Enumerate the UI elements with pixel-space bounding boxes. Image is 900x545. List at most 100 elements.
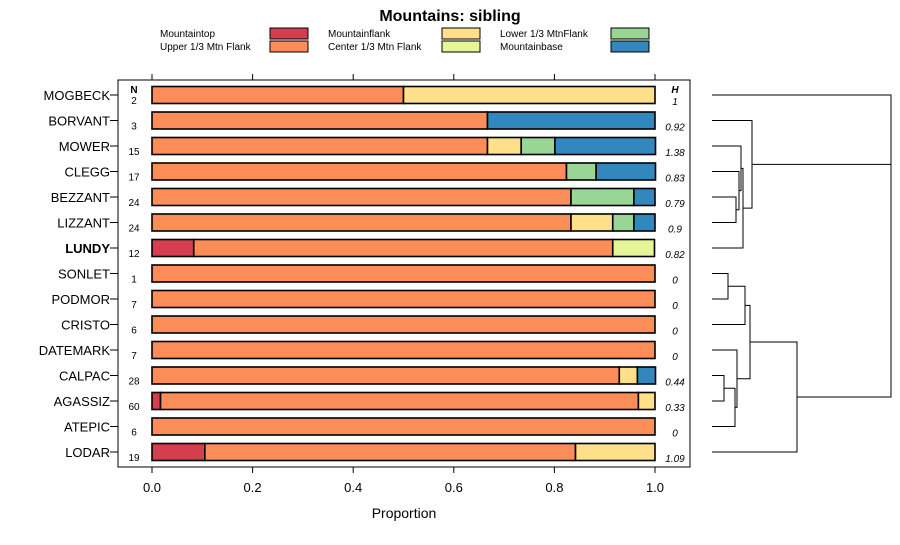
bar-segment xyxy=(402,85,656,105)
n-value: 17 xyxy=(128,173,140,184)
row-label: MOWER xyxy=(59,139,110,154)
h-value: 0 xyxy=(672,301,678,312)
h-value: 1.09 xyxy=(665,454,685,465)
h-value: 0 xyxy=(672,352,678,363)
n-value: 60 xyxy=(128,402,140,413)
row-label: LUNDY xyxy=(65,241,110,256)
dendrogram-link xyxy=(712,341,798,453)
bar-segment xyxy=(618,366,639,385)
bar-segment xyxy=(192,238,614,258)
row-label: BORVANT xyxy=(48,114,110,129)
dendrogram-link xyxy=(712,273,729,300)
bar-segment xyxy=(151,289,656,309)
h-value: 1 xyxy=(672,97,678,108)
x-axis-label: Proportion xyxy=(372,505,437,521)
legend: Mountaintop Upper 1/3 Mtn Flank Mountainfl… xyxy=(160,27,650,53)
legend-label: Mountainflank xyxy=(328,29,391,40)
n-value: 7 xyxy=(131,300,137,311)
legend-label: Mountainbase xyxy=(500,42,563,53)
h-value: 0.9 xyxy=(668,225,682,236)
bar-segment xyxy=(151,238,195,258)
bar-segment xyxy=(151,213,572,232)
bar-segment xyxy=(636,366,657,385)
x-tick-label: 1.0 xyxy=(646,480,664,495)
bar-segment xyxy=(520,136,556,156)
bar-segment xyxy=(637,391,656,411)
dendrogram-link xyxy=(712,171,740,211)
dendrogram-link xyxy=(712,120,753,209)
legend-swatch xyxy=(269,40,309,53)
bar-segment xyxy=(151,85,405,105)
legend-label: Lower 1/3 MtnFlank xyxy=(500,29,589,40)
h-value: 0 xyxy=(672,429,678,440)
n-value: 24 xyxy=(128,224,140,235)
n-value: 24 xyxy=(128,198,140,209)
n-value: 19 xyxy=(128,453,140,464)
dendrogram-link xyxy=(712,196,737,223)
dendrogram-link xyxy=(712,167,744,249)
bar-segment xyxy=(633,187,656,207)
x-tick-label: 0.2 xyxy=(244,480,262,495)
row-label: AGASSIZ xyxy=(54,394,110,409)
row-label: LIZZANT xyxy=(57,216,110,231)
h-header: H xyxy=(671,85,679,96)
bar-segment xyxy=(151,315,656,334)
row-label: SONLET xyxy=(58,267,110,282)
bar-segment xyxy=(151,111,489,130)
n-value: 2 xyxy=(131,96,137,107)
legend-swatch xyxy=(269,27,309,40)
n-value: 15 xyxy=(128,147,140,158)
row-label: LODAR xyxy=(65,445,110,460)
x-tick-label: 0.8 xyxy=(545,480,563,495)
legend-label: Mountaintop xyxy=(160,29,215,40)
row-label: CALPAC xyxy=(59,369,110,384)
h-value: 0.82 xyxy=(665,250,685,261)
n-value: 1 xyxy=(131,275,137,286)
h-value: 0.44 xyxy=(665,378,685,389)
bar-segment xyxy=(151,136,489,156)
row-label: CRISTO xyxy=(61,318,110,333)
dendrogram-link xyxy=(737,304,751,380)
n-header: N xyxy=(130,85,137,96)
row-label: PODMOR xyxy=(52,292,111,307)
legend-swatch xyxy=(441,40,481,53)
row-label: ATEPIC xyxy=(64,420,110,435)
n-value: 6 xyxy=(131,326,137,337)
bar-segment xyxy=(159,391,640,411)
bar-segment xyxy=(565,162,597,181)
h-value: 0 xyxy=(672,327,678,338)
x-axis: 0.0 0.2 0.4 0.6 0.8 1.0 xyxy=(143,74,664,495)
legend-swatch xyxy=(610,40,650,53)
x-tick-label: 0.4 xyxy=(344,480,362,495)
dendrogram xyxy=(712,94,892,453)
n-value: 6 xyxy=(131,428,137,439)
bar-segment xyxy=(151,264,656,283)
bar-segment xyxy=(151,162,568,181)
dendrogram-link xyxy=(712,94,892,165)
row-label: BEZZANT xyxy=(51,190,110,205)
bar-segment xyxy=(151,187,572,207)
x-tick-label: 0.6 xyxy=(445,480,463,495)
bar-segment xyxy=(611,238,656,258)
chart-title: Mountains: sibling xyxy=(379,8,520,25)
legend-swatch xyxy=(610,27,650,40)
dendrogram-link xyxy=(712,145,742,192)
bar-segment xyxy=(151,340,656,360)
bar-segment xyxy=(486,111,656,130)
h-value: 0.79 xyxy=(665,199,685,210)
bar-segment xyxy=(204,442,577,462)
bar-segment xyxy=(151,417,656,436)
n-value: 3 xyxy=(131,122,137,133)
bar-segment xyxy=(570,213,614,232)
row-label: CLEGG xyxy=(64,165,110,180)
h-value: 0.92 xyxy=(665,123,685,134)
bar-segment xyxy=(633,213,656,232)
bar-segment xyxy=(570,187,635,207)
bar-segment xyxy=(151,442,206,462)
dendrogram-link xyxy=(712,375,725,402)
legend-label: Center 1/3 Mtn Flank xyxy=(328,42,422,53)
x-tick-label: 0.0 xyxy=(143,480,161,495)
legend-swatch xyxy=(441,27,481,40)
